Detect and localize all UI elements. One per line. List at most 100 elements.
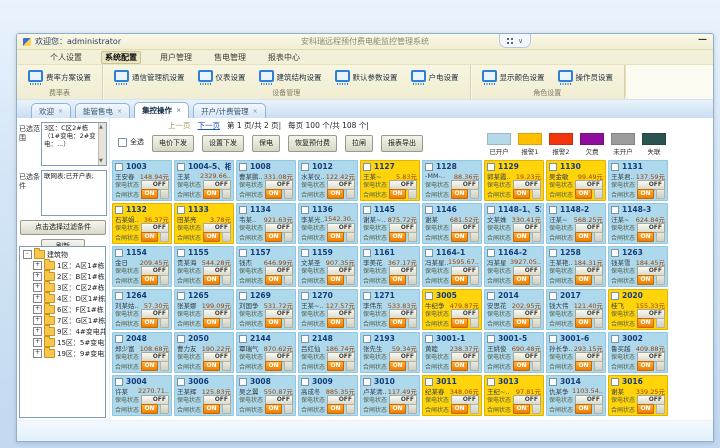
switch-status-value[interactable]: ON <box>203 318 221 329</box>
meter-card[interactable]: 1271 李伟东 533.83元 保电状态 OFF 合闸状态 ON <box>360 289 420 330</box>
tree-item[interactable]: +3区：C区2#栋（1#变… <box>23 281 105 293</box>
protect-status-value[interactable]: OFF <box>327 308 355 319</box>
protect-status-value[interactable]: OFF <box>389 351 417 362</box>
card-checkbox[interactable] <box>549 162 557 171</box>
ribbon-button[interactable]: 费率方案设置 <box>26 68 93 88</box>
protect-status-value[interactable]: OFF <box>575 308 603 319</box>
protect-status-value[interactable]: OFF <box>203 179 231 190</box>
protect-status-value[interactable]: OFF <box>575 179 603 190</box>
meter-card[interactable]: 1269 刘国争 531.72元 保电状态 OFF 合闸状态 ON <box>236 289 296 330</box>
card-checkbox[interactable] <box>301 162 309 171</box>
protect-status-value[interactable]: OFF <box>451 308 479 319</box>
switch-status-value[interactable]: ON <box>141 318 159 329</box>
protect-status-value[interactable]: OFF <box>203 308 231 319</box>
meter-card[interactable]: 1264 刘某姑.. 57.30元 保电状态 OFF 合闸状态 ON <box>112 289 172 330</box>
meter-card[interactable]: 2148 吕红仙 186.74元 保电状态 OFF 合闸状态 ON <box>298 332 358 373</box>
switch-status-value[interactable]: ON <box>141 361 159 372</box>
switch-status-value[interactable]: ON <box>513 404 531 415</box>
meter-card[interactable]: 2193 张先生 59.34元 保电状态 OFF 合闸状态 ON <box>360 332 420 373</box>
meter-card[interactable]: 1164-2 冯某星 3927.05.. 保电状态 OFF 合闸状态 ON <box>484 246 544 287</box>
switch-status-value[interactable]: ON <box>575 275 593 286</box>
expand-icon[interactable]: + <box>33 327 42 336</box>
protect-status-value[interactable]: OFF <box>575 222 603 233</box>
card-checkbox[interactable] <box>115 248 123 257</box>
meter-card[interactable]: 1157 钱杰 646.99元 保电状态 OFF 合闸状态 ON <box>236 246 296 287</box>
card-checkbox[interactable] <box>487 334 495 343</box>
card-checkbox[interactable] <box>301 334 309 343</box>
switch-status-value[interactable]: ON <box>203 404 221 415</box>
card-checkbox[interactable] <box>549 291 557 300</box>
action-button-5[interactable]: 拉闸 <box>345 135 373 152</box>
card-checkbox[interactable] <box>115 291 123 300</box>
meter-card[interactable]: 1154 金日 209.45元 保电状态 OFF 合闸状态 ON <box>112 246 172 287</box>
switch-status-value[interactable]: ON <box>141 232 159 243</box>
ribbon-button[interactable]: 通信管理机设置 <box>112 68 187 88</box>
meter-card[interactable]: 3001-5 王姚俊 690.48元 保电状态 OFF 合闸状态 ON <box>484 332 544 373</box>
protect-status-value[interactable]: OFF <box>141 351 169 362</box>
tree-item[interactable]: +4区：D区1#栋（D区1… <box>23 292 105 304</box>
protect-status-value[interactable]: OFF <box>637 265 665 276</box>
protect-status-value[interactable]: OFF <box>451 351 479 362</box>
card-checkbox[interactable] <box>425 291 433 300</box>
card-checkbox[interactable] <box>239 291 247 300</box>
switch-status-value[interactable]: ON <box>141 189 159 200</box>
meter-card[interactable]: 3001-6 孙长争.. 293.15元 保电状态 OFF 合闸状态 ON <box>546 332 606 373</box>
tree-item[interactable]: +19区：9#变电站（2#… <box>23 347 105 359</box>
meter-card[interactable]: 2020 桂飞 155.33元 保电状态 OFF 合闸状态 ON <box>608 289 668 330</box>
meter-card[interactable]: 3006 王某辉 125.83元 保电状态 OFF 合闸状态 ON <box>174 375 234 416</box>
expand-icon[interactable]: + <box>33 316 42 325</box>
menu-item-3[interactable]: 用户管理 <box>160 52 192 62</box>
meter-card[interactable]: 1131 王某君.. 137.59元 保电状态 OFF 合闸状态 ON <box>608 160 668 201</box>
card-checkbox[interactable] <box>115 205 123 214</box>
card-checkbox[interactable] <box>177 248 185 257</box>
card-checkbox[interactable] <box>425 162 433 171</box>
switch-status-value[interactable]: ON <box>203 275 221 286</box>
meter-card[interactable]: 1136 李某光.. 1542.30.. 保电状态 OFF 合闸状态 ON <box>298 203 358 244</box>
card-checkbox[interactable] <box>115 377 123 386</box>
protect-status-value[interactable]: OFF <box>141 265 169 276</box>
card-checkbox[interactable] <box>177 291 185 300</box>
protect-status-value[interactable]: OFF <box>637 222 665 233</box>
meter-card[interactable]: 3002 鲁买越 409.88元 保电状态 OFF 合闸状态 ON <box>608 332 668 373</box>
tab-close-icon[interactable]: × <box>176 107 182 114</box>
protect-status-value[interactable]: OFF <box>451 179 479 190</box>
card-checkbox[interactable] <box>425 377 433 386</box>
card-checkbox[interactable] <box>611 162 619 171</box>
protect-status-value[interactable]: OFF <box>513 222 541 233</box>
ribbon-button[interactable]: 户电设置 <box>409 68 461 88</box>
protect-status-value[interactable]: OFF <box>203 351 231 362</box>
switch-status-value[interactable]: ON <box>637 404 655 415</box>
protect-status-value[interactable]: OFF <box>203 265 231 276</box>
minimize-button[interactable]: — <box>698 35 707 45</box>
protect-status-value[interactable]: OFF <box>513 179 541 190</box>
protect-status-value[interactable]: OFF <box>141 179 169 190</box>
action-button-2[interactable]: 设置下发 <box>202 135 244 152</box>
tab-4[interactable]: 开户/计费管理 × <box>193 103 266 118</box>
protect-status-value[interactable]: OFF <box>265 308 293 319</box>
card-checkbox[interactable] <box>115 162 123 171</box>
switch-status-value[interactable]: ON <box>513 361 531 372</box>
card-checkbox[interactable] <box>363 248 371 257</box>
switch-status-value[interactable]: ON <box>265 404 283 415</box>
card-checkbox[interactable] <box>177 205 185 214</box>
card-checkbox[interactable] <box>363 377 371 386</box>
switch-status-value[interactable]: ON <box>327 404 345 415</box>
meter-card[interactable]: 1133 田某亮 3.78元 保电状态 OFF 合闸状态 ON <box>174 203 234 244</box>
card-checkbox[interactable] <box>177 377 185 386</box>
protect-status-value[interactable]: OFF <box>513 394 541 405</box>
switch-status-value[interactable]: ON <box>637 275 655 286</box>
protect-status-value[interactable]: OFF <box>327 222 355 233</box>
card-checkbox[interactable] <box>425 205 433 214</box>
card-checkbox[interactable] <box>177 334 185 343</box>
card-checkbox[interactable] <box>487 377 495 386</box>
expand-icon[interactable]: + <box>33 294 42 303</box>
switch-status-value[interactable]: ON <box>327 361 345 372</box>
card-checkbox[interactable] <box>363 205 371 214</box>
meter-card[interactable]: 1127 王某~ 5.83元 保电状态 OFF 合闸状态 ON <box>360 160 420 201</box>
tree-item[interactable]: +15区：5#变电站（3#变… <box>23 336 105 348</box>
card-checkbox[interactable] <box>239 377 247 386</box>
protect-status-value[interactable]: OFF <box>451 265 479 276</box>
meter-card[interactable]: 1258 王某艳.. 184.31元 保电状态 OFF 合闸状态 ON <box>546 246 606 287</box>
switch-status-value[interactable]: ON <box>637 189 655 200</box>
range-listbox[interactable]: 3区：C区2#栋（1#变电：2#变电：...） <box>41 122 107 166</box>
